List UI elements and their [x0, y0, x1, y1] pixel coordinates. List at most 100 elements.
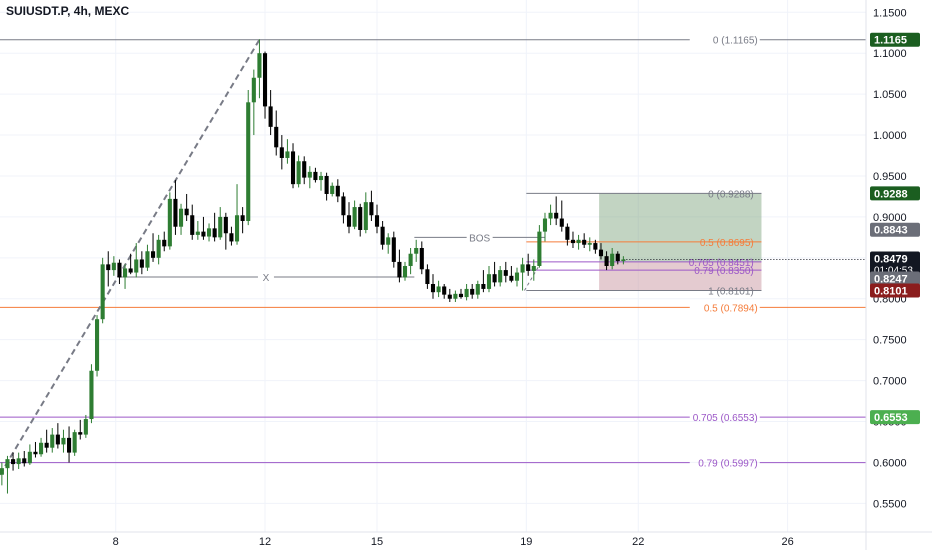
candle-body	[503, 270, 508, 276]
candle-body	[335, 185, 340, 197]
x-axis: 8 12 15 19 22 26	[0, 531, 932, 548]
candle-body	[212, 228, 217, 238]
candle-body	[615, 253, 620, 262]
candle-body	[117, 262, 122, 278]
candle-body	[363, 202, 368, 230]
symbol-title: SUIUSDT.P, 4h, MEXC	[6, 4, 130, 18]
fib-lower-label: 0 (1.1165)	[713, 36, 758, 47]
candle-body	[22, 458, 27, 464]
candle-body	[111, 262, 116, 271]
candle-body	[559, 218, 564, 227]
candle-body	[184, 208, 189, 216]
candle-body	[542, 218, 548, 232]
x-label-bg	[257, 270, 274, 284]
price-labels: 1.11650.92880.88430.847901:04:530.82470.…	[870, 32, 920, 425]
candle-body	[83, 419, 88, 435]
candle-body	[5, 459, 10, 469]
candle-body	[167, 198, 172, 247]
candle-body	[593, 243, 598, 250]
price-tag-value: 0.8479	[874, 254, 908, 266]
candle-body	[206, 228, 212, 237]
candle-body	[397, 261, 402, 278]
fib-upper-label: 0.79 (0.8350)	[694, 266, 754, 277]
candle-body	[246, 102, 251, 221]
candle-body	[486, 274, 492, 289]
y-tick-label: 1.1500	[873, 7, 907, 19]
candle-body	[346, 215, 352, 227]
candle-body	[554, 212, 559, 219]
candle-body	[61, 437, 66, 445]
candle-body	[178, 208, 184, 227]
bos-label-bg	[466, 230, 493, 244]
candle-body	[44, 442, 49, 448]
target-zone	[599, 193, 762, 262]
price-tag-value: 0.8247	[874, 274, 908, 286]
candle-body	[341, 196, 346, 216]
candle-body	[290, 151, 296, 185]
candle-body	[268, 106, 273, 127]
price-tag-value: 0.8101	[874, 285, 908, 297]
candle-body	[498, 270, 503, 283]
candle-body	[240, 215, 245, 221]
y-tick-label: 0.7500	[873, 335, 907, 347]
candle-body	[447, 294, 452, 299]
candle-body	[229, 233, 234, 242]
price-tag-value: 0.8843	[874, 225, 908, 237]
candle-body	[313, 171, 318, 181]
price-tag-value: 1.1165	[874, 35, 907, 47]
candle-body	[414, 247, 419, 254]
candle-body	[470, 288, 475, 295]
candle-body	[330, 185, 335, 194]
candle-body	[481, 284, 486, 289]
candle-body	[78, 432, 83, 435]
candle-body	[318, 175, 324, 181]
candle-body	[514, 272, 520, 281]
candle-body	[537, 231, 542, 266]
candle-body	[285, 151, 290, 158]
fib-lower-label: 0.5 (0.7894)	[704, 303, 758, 314]
candle-body	[548, 212, 553, 219]
annotations: BOS X	[0, 39, 866, 476]
candle-body	[122, 268, 128, 278]
x-tick-label: 26	[781, 536, 793, 548]
candle-body	[520, 264, 525, 273]
candle-body	[492, 274, 497, 283]
candle-body	[39, 442, 44, 455]
price-tag-value: 0.9288	[874, 188, 908, 200]
candle-body	[425, 269, 430, 285]
candle-body	[201, 231, 206, 237]
candle-body	[16, 458, 21, 465]
candle-body	[464, 288, 469, 298]
candle-body	[408, 253, 413, 266]
candle-body	[453, 293, 458, 299]
candle-body	[279, 147, 284, 158]
candle-body	[419, 247, 424, 270]
y-tick-label: 0.7000	[873, 376, 907, 388]
candle-body	[402, 266, 408, 278]
candle-body	[587, 243, 592, 245]
candle-body	[604, 256, 609, 266]
candle-body	[531, 266, 536, 271]
candle-body	[223, 216, 228, 234]
candle-body	[11, 459, 16, 465]
candle-body	[50, 434, 55, 448]
stop-zone	[599, 261, 762, 291]
candle-body	[598, 249, 604, 257]
fib-levels: 0 (0.9288)0.5 (0.8695)0.705 (0.8451)0.79…	[0, 36, 866, 470]
candle-body	[565, 226, 570, 240]
candle-body	[218, 216, 223, 238]
candle-body	[369, 202, 374, 216]
candle-body	[150, 251, 156, 258]
x-tick-label: 22	[632, 536, 644, 548]
candle-body	[458, 293, 464, 298]
candle-body	[442, 286, 447, 295]
price-tag	[870, 251, 920, 276]
candle-body	[156, 239, 161, 258]
price-tag	[870, 410, 920, 425]
price-tag-countdown: 01:04:53	[874, 266, 913, 277]
candle-body	[391, 237, 396, 262]
candle-body	[296, 161, 301, 185]
fib-upper-label: 0.5 (0.8695)	[700, 238, 754, 249]
candle-body	[251, 77, 256, 103]
